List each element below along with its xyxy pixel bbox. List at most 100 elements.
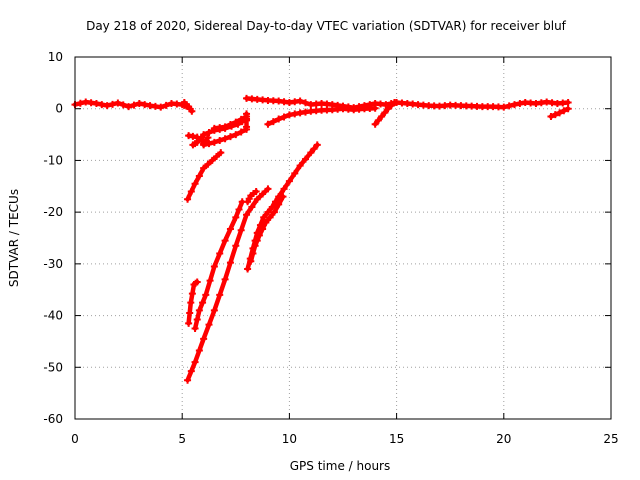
- data-point: [92, 100, 100, 108]
- data-point: [221, 237, 229, 245]
- data-point: [216, 250, 224, 258]
- data-point: [221, 135, 229, 143]
- data-point: [200, 131, 208, 139]
- data-point: [247, 257, 255, 265]
- data-point: [206, 277, 214, 285]
- data-point: [125, 103, 133, 111]
- data-point: [202, 291, 210, 299]
- data-point: [162, 101, 170, 109]
- series-layer: [71, 94, 572, 384]
- plot-frame: [74, 56, 612, 420]
- data-point: [195, 306, 203, 314]
- axis-ticks: [74, 56, 612, 420]
- series-arc-19: [244, 187, 260, 206]
- data-point: [259, 190, 267, 198]
- data-point: [205, 321, 213, 329]
- data-point: [188, 107, 196, 115]
- data-point: [270, 208, 278, 216]
- x-tick-label: 20: [496, 432, 511, 446]
- data-point: [221, 275, 229, 283]
- data-point: [374, 116, 382, 124]
- data-point: [285, 177, 293, 185]
- y-tick-label: -50: [43, 360, 63, 374]
- data-point: [244, 265, 252, 273]
- data-point: [119, 101, 127, 109]
- data-point: [193, 133, 201, 141]
- data-point: [279, 193, 287, 201]
- data-point: [307, 149, 315, 157]
- data-point: [547, 112, 555, 120]
- data-point: [217, 149, 225, 157]
- data-point: [205, 140, 213, 148]
- data-point: [296, 162, 304, 170]
- data-point: [185, 319, 193, 327]
- data-point: [243, 116, 251, 124]
- data-point: [232, 131, 240, 139]
- data-point: [204, 160, 212, 168]
- data-point: [269, 118, 277, 126]
- data-point: [500, 103, 508, 111]
- data-point: [199, 299, 207, 307]
- data-point: [264, 120, 272, 128]
- data-point: [135, 100, 143, 108]
- series-arc-13: [184, 149, 225, 203]
- series-arc-11: [371, 99, 398, 128]
- data-point: [103, 102, 111, 110]
- data-point: [511, 101, 519, 109]
- data-point: [193, 315, 201, 323]
- data-point: [268, 203, 276, 211]
- data-point: [114, 99, 122, 107]
- data-point: [381, 109, 389, 117]
- data-point: [216, 291, 224, 299]
- data-point: [296, 97, 304, 105]
- data-point: [371, 104, 379, 112]
- data-point: [260, 213, 268, 221]
- data-point: [210, 262, 218, 270]
- data-point: [200, 164, 208, 172]
- data-point: [226, 225, 234, 233]
- data-point: [237, 128, 245, 136]
- data-point: [560, 107, 568, 115]
- data-point: [226, 133, 234, 141]
- data-point: [564, 105, 572, 113]
- data-point: [243, 211, 251, 219]
- data-point: [208, 156, 216, 164]
- data-point: [390, 99, 398, 107]
- data-point: [184, 195, 192, 203]
- y-tick-label: -40: [43, 309, 63, 323]
- data-point: [313, 141, 321, 149]
- x-tick-label: 0: [71, 432, 79, 446]
- data-point: [191, 180, 199, 188]
- x-axis-title: GPS time / hours: [290, 459, 391, 473]
- data-point: [76, 99, 84, 107]
- data-point: [193, 278, 201, 286]
- data-point: [301, 155, 309, 163]
- data-point: [235, 206, 243, 214]
- data-point: [188, 290, 196, 298]
- data-point: [98, 101, 106, 109]
- data-point: [187, 187, 195, 195]
- data-point: [310, 145, 318, 153]
- series-arc-8: [243, 110, 251, 131]
- data-point: [556, 109, 564, 117]
- data-point: [237, 226, 245, 234]
- data-point: [266, 213, 274, 221]
- series-arc-15: [191, 198, 246, 332]
- data-point: [184, 376, 192, 384]
- y-tick-label: -30: [43, 257, 63, 271]
- data-point: [243, 123, 251, 131]
- data-point: [301, 99, 309, 107]
- data-point: [505, 102, 513, 110]
- data-point: [251, 242, 259, 250]
- data-point: [210, 306, 218, 314]
- data-point: [141, 101, 149, 109]
- data-point: [221, 123, 229, 131]
- data-point: [285, 111, 293, 119]
- y-axis-title: SDTVAR / TECUs: [7, 189, 21, 287]
- data-point: [291, 110, 299, 118]
- data-point: [382, 101, 390, 109]
- data-point: [157, 103, 165, 111]
- series-arc-18: [247, 193, 287, 265]
- data-point: [264, 208, 272, 216]
- data-point: [516, 100, 524, 108]
